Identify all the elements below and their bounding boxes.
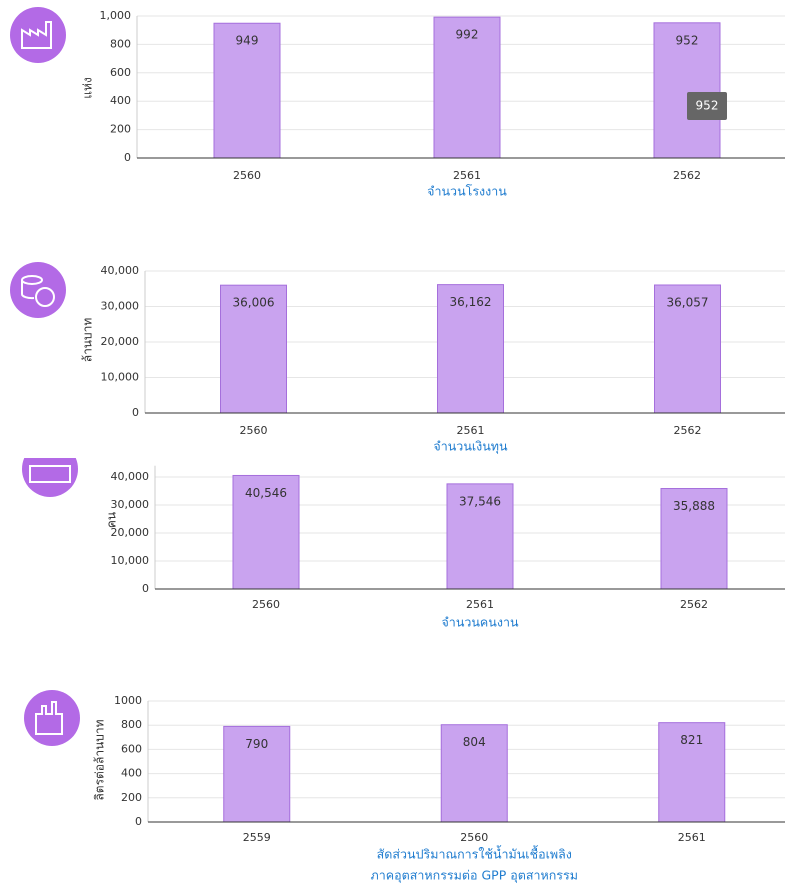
tooltip: 952: [696, 99, 719, 113]
value-label: 37,546: [459, 494, 501, 508]
value-label: 821: [680, 733, 703, 747]
x-tick-label: 2562: [673, 169, 701, 182]
value-label: 992: [456, 28, 479, 42]
bar: [220, 284, 287, 414]
x-axis-title: จำนวนโรงงาน: [427, 184, 507, 199]
y-tick-label: 30,000: [101, 300, 140, 313]
value-label: 952: [676, 33, 699, 47]
y-tick-label: 600: [121, 742, 142, 755]
y-tick-label: 40,000: [101, 264, 140, 277]
icon-workers: [0, 440, 120, 497]
bar: [658, 722, 726, 823]
x-tick-label: 2561: [678, 831, 706, 844]
value-label: 35,888: [673, 499, 715, 513]
value-label: 804: [463, 735, 486, 749]
bar: [213, 22, 281, 159]
value-label: 36,057: [667, 295, 709, 309]
y-tick-label: 0: [132, 406, 139, 419]
x-axis-title: ภาคอุตสาหกรรมต่อ GPP อุตสาหกรรม: [371, 868, 578, 884]
x-tick-label: 2562: [674, 424, 702, 437]
y-tick-label: 1000: [114, 694, 142, 707]
bar: [232, 474, 300, 590]
bar: [446, 483, 514, 590]
y-tick-label: 10,000: [101, 371, 140, 384]
value-label: 790: [245, 737, 268, 751]
y-axis-title: ลิตรต่อล้านบาท: [93, 719, 107, 800]
x-tick-label: 2560: [460, 831, 488, 844]
x-tick-label: 2560: [240, 424, 268, 437]
x-tick-label: 2560: [233, 169, 261, 182]
y-tick-label: 0: [135, 815, 142, 828]
icon-coins: [10, 262, 66, 318]
icon-factory: [10, 7, 66, 63]
y-axis-title: ล้านบาท: [81, 318, 95, 363]
y-axis-title: คน: [105, 512, 119, 528]
value-label: 949: [236, 34, 259, 48]
y-tick-label: 40,000: [111, 470, 150, 483]
y-tick-label: 20,000: [101, 335, 140, 348]
y-tick-label: 200: [121, 791, 142, 804]
x-tick-label: 2562: [680, 598, 708, 611]
y-tick-label: 10,000: [111, 554, 150, 567]
bar: [440, 724, 508, 823]
x-axis-title: สัดส่วนปริมาณการใช้น้ำมันเชื้อเพลิง: [377, 845, 572, 862]
tooltip-box: [687, 92, 727, 120]
bar: [223, 725, 291, 823]
y-tick-label: 20,000: [111, 526, 150, 539]
x-tick-label: 2561: [466, 598, 494, 611]
y-tick-label: 30,000: [111, 498, 150, 511]
y-tick-label: 800: [110, 37, 131, 50]
y-tick-label: 600: [110, 66, 131, 79]
x-tick-label: 2560: [252, 598, 280, 611]
bar: [437, 284, 504, 414]
y-tick-label: 1,000: [100, 9, 132, 22]
y-tick-label: 0: [124, 151, 131, 164]
y-axis-title: แห่ง: [81, 77, 95, 99]
bar: [660, 488, 728, 590]
y-tick-label: 400: [110, 94, 131, 107]
x-tick-label: 2561: [457, 424, 485, 437]
x-tick-label: 2559: [243, 831, 271, 844]
x-tick-label: 2561: [453, 169, 481, 182]
value-label: 36,006: [233, 296, 275, 310]
x-axis-title: จำนวนเงินทุน: [433, 439, 508, 455]
icon-plant: [24, 690, 80, 746]
y-tick-label: 800: [121, 718, 142, 731]
value-label: 40,546: [245, 486, 287, 500]
y-tick-label: 400: [121, 767, 142, 780]
y-tick-label: 200: [110, 123, 131, 136]
y-tick-label: 0: [142, 582, 149, 595]
x-axis-title: จำนวนคนงาน: [441, 615, 518, 630]
value-label: 36,162: [450, 295, 492, 309]
